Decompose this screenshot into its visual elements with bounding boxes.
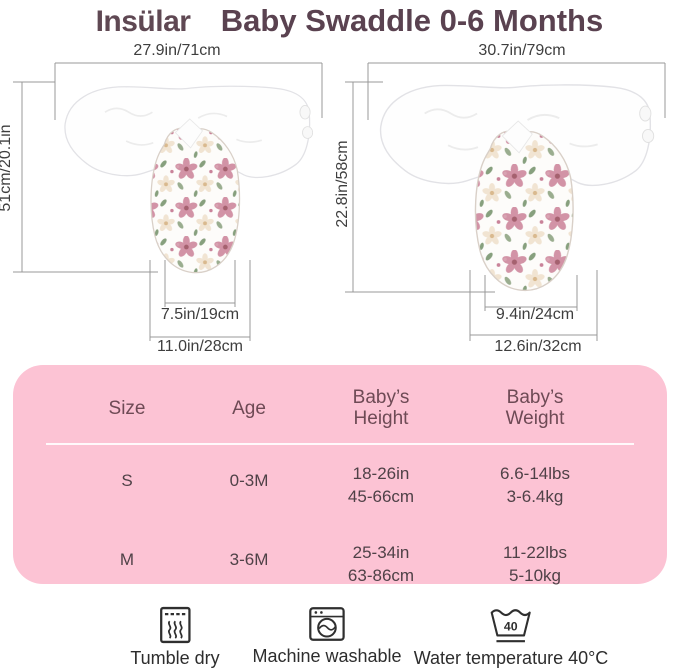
table-row-m-weight-kg: 5-10kg [509, 566, 561, 585]
care-item-machine-washable: Machine washable [252, 606, 402, 667]
measure-outer-width-small: 11.0in/28cm [157, 338, 243, 355]
measure-outer-width-medium: 12.6in/32cm [494, 338, 582, 355]
swaddle-diagram-medium-graphic [345, 62, 666, 341]
care-label-tumble-dry: Tumble dry [130, 648, 220, 668]
tumble-dry-icon [159, 606, 191, 644]
size-table-header-size: Size [108, 398, 146, 419]
water-temperature-icon: 40 [490, 609, 532, 643]
table-row-s-size: S [121, 471, 133, 490]
table-row-s-age: 0-3M [229, 471, 269, 490]
size-table: Size Age Baby’s Height Baby’s Weight S 0… [13, 365, 667, 587]
size-table-header-age: Age [232, 398, 266, 419]
swaddle-diagram-medium [335, 45, 679, 365]
measure-inner-width-medium: 9.4in/24cm [495, 306, 575, 323]
table-divider [46, 443, 634, 445]
table-row-m-weight-lb: 11-22lbs [503, 543, 567, 562]
table-row-m-weight: 11-22lbs 5-10kg [503, 541, 567, 587]
table-row-s-height: 18-26in 45-66cm [348, 462, 414, 508]
water-temperature-value: 40 [504, 620, 518, 634]
table-row-m-age: 3-6M [229, 550, 269, 569]
measure-lines-bottom [150, 302, 250, 338]
swaddle-diagram-small-graphic [13, 62, 323, 341]
table-row-s-weight: 6.6-14lbs 3-6.4kg [500, 462, 570, 508]
measure-lines [13, 62, 323, 341]
brand-logo: Insülar [95, 5, 191, 38]
measure-top-width-small: 27.9in/71cm [133, 42, 221, 59]
swaddle-small-illustration [64, 85, 313, 274]
care-label-water-temperature: Water temperature 40°C [413, 648, 609, 668]
care-item-water-temperature: 40 Water temperature 40°C [413, 606, 609, 669]
table-row-s-height-cm: 45-66cm [347, 487, 415, 506]
measure-side-height-small: 51cm/20.1in [0, 124, 14, 212]
swaddle-medium-illustration [379, 83, 655, 292]
machine-washable-icon [309, 607, 345, 641]
table-row-m-height-in: 25-34in [352, 543, 410, 562]
table-row-m-height: 25-34in 63-86cm [348, 541, 414, 587]
table-row-m-size: M [119, 550, 135, 569]
table-row-m-height-cm: 63-86cm [347, 566, 415, 585]
page-title: Baby Swaddle 0-6 Months [220, 3, 604, 38]
size-table-header-weight: Baby’s Weight [505, 387, 565, 429]
measure-lines-bottom [470, 306, 597, 336]
table-row-s-weight-kg: 3-6.4kg [506, 487, 564, 506]
measure-lines [345, 62, 666, 341]
measure-side-height-medium: 22.8in/58cm [334, 140, 351, 228]
care-item-tumble-dry: Tumble dry [130, 606, 220, 669]
table-row-s-weight-lb: 6.6-14lbs [500, 464, 570, 483]
size-table-header-height: Baby’s Height [352, 387, 410, 429]
measure-top-width-medium: 30.7in/79cm [478, 42, 566, 59]
swaddle-diagram-small [0, 45, 350, 365]
care-label-machine-washable: Machine washable [252, 646, 402, 666]
table-row-s-height-in: 18-26in [352, 464, 410, 483]
measure-inner-width-small: 7.5in/19cm [160, 306, 240, 323]
